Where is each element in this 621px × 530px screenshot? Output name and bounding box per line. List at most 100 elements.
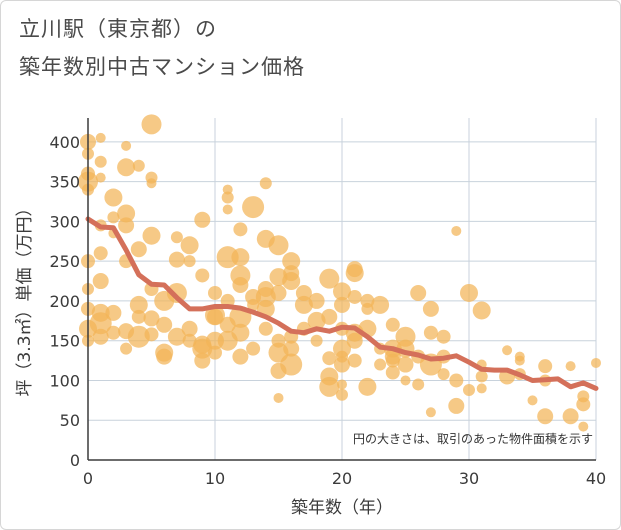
y-tick-label: 100 <box>49 371 80 390</box>
data-point <box>361 302 374 315</box>
data-point <box>476 383 487 394</box>
data-point <box>310 334 323 347</box>
data-point <box>319 268 340 289</box>
data-point <box>347 353 362 368</box>
data-point <box>117 204 136 223</box>
data-point <box>336 388 348 401</box>
data-point <box>89 312 112 335</box>
data-point <box>132 159 145 172</box>
data-point <box>591 357 601 368</box>
data-point <box>106 325 121 340</box>
data-point <box>121 140 132 151</box>
axes: 0 50 100 150 200 250 300 350 400 0 10 20 30 40 <box>49 118 606 488</box>
x-tick-label: 0 <box>83 469 93 488</box>
data-point <box>385 317 400 332</box>
data-point <box>412 378 425 391</box>
data-point <box>207 308 223 325</box>
data-point <box>118 217 135 234</box>
y-tick-label: 150 <box>49 332 80 351</box>
data-point <box>371 295 390 314</box>
data-point <box>422 300 439 317</box>
data-point <box>282 272 301 291</box>
data-point <box>307 311 326 330</box>
data-point <box>95 132 106 143</box>
x-axis-label: 築年数（年） <box>291 498 393 518</box>
data-point <box>231 248 250 267</box>
data-point <box>183 255 196 268</box>
data-point <box>410 284 427 301</box>
data-point <box>308 292 325 309</box>
y-tick-label: 0 <box>70 451 80 470</box>
data-point <box>514 355 525 366</box>
data-point <box>259 177 272 190</box>
data-point <box>270 284 287 301</box>
data-point <box>436 329 451 344</box>
data-point <box>95 172 106 183</box>
y-tick-label: 250 <box>49 252 80 271</box>
size-note: 円の大きさは、取引のあった物件面積を示す <box>353 431 593 446</box>
data-point <box>537 408 554 425</box>
data-point <box>578 421 589 432</box>
data-point <box>94 155 107 168</box>
chart-title-line2: 築年数別中古マンション価格 <box>19 55 305 79</box>
data-point <box>282 252 301 271</box>
data-point <box>319 376 340 397</box>
data-point <box>247 298 260 311</box>
data-point <box>334 296 350 313</box>
data-point <box>475 370 488 383</box>
data-point <box>242 196 265 219</box>
data-point <box>258 321 273 336</box>
data-point <box>322 351 337 366</box>
data-point <box>195 268 210 283</box>
data-point <box>283 340 300 357</box>
data-point <box>93 246 108 261</box>
data-point <box>472 301 491 320</box>
data-point <box>463 384 475 397</box>
data-point <box>221 191 234 204</box>
data-point <box>156 316 173 333</box>
data-point <box>576 397 591 412</box>
data-point <box>449 373 464 388</box>
data-point <box>527 395 538 406</box>
data-point <box>182 333 197 348</box>
data-point <box>129 295 148 314</box>
data-point <box>565 361 576 372</box>
x-tick-label: 10 <box>205 469 225 488</box>
data-point <box>273 392 284 403</box>
data-point <box>141 114 162 135</box>
data-point <box>146 178 157 189</box>
data-point <box>104 188 123 207</box>
data-point <box>460 283 478 302</box>
data-point <box>194 352 211 369</box>
data-point <box>385 365 400 380</box>
data-point <box>166 282 187 303</box>
data-point <box>232 348 249 365</box>
y-tick-label: 200 <box>49 292 80 311</box>
data-point <box>502 345 513 356</box>
x-tick-label: 30 <box>459 469 479 488</box>
y-tick-label: 300 <box>49 212 80 231</box>
data-point <box>385 353 400 368</box>
data-point <box>131 309 146 324</box>
data-point <box>374 358 387 371</box>
y-tick-label: 350 <box>49 173 80 192</box>
data-point <box>358 377 377 396</box>
data-point <box>232 277 249 294</box>
data-point <box>400 375 411 386</box>
data-point <box>92 328 109 345</box>
trend-line <box>85 216 599 391</box>
data-point <box>233 222 248 237</box>
data-point <box>397 356 414 373</box>
data-point <box>194 211 211 228</box>
y-tick-label: 400 <box>49 133 80 152</box>
data-point <box>168 251 185 268</box>
data-point <box>345 264 364 283</box>
data-point <box>120 342 133 355</box>
data-point <box>321 308 338 325</box>
data-point <box>216 246 239 269</box>
data-point <box>143 310 160 327</box>
data-point <box>144 327 159 342</box>
data-point <box>346 332 363 349</box>
data-point <box>425 407 436 418</box>
data-point <box>107 211 120 224</box>
